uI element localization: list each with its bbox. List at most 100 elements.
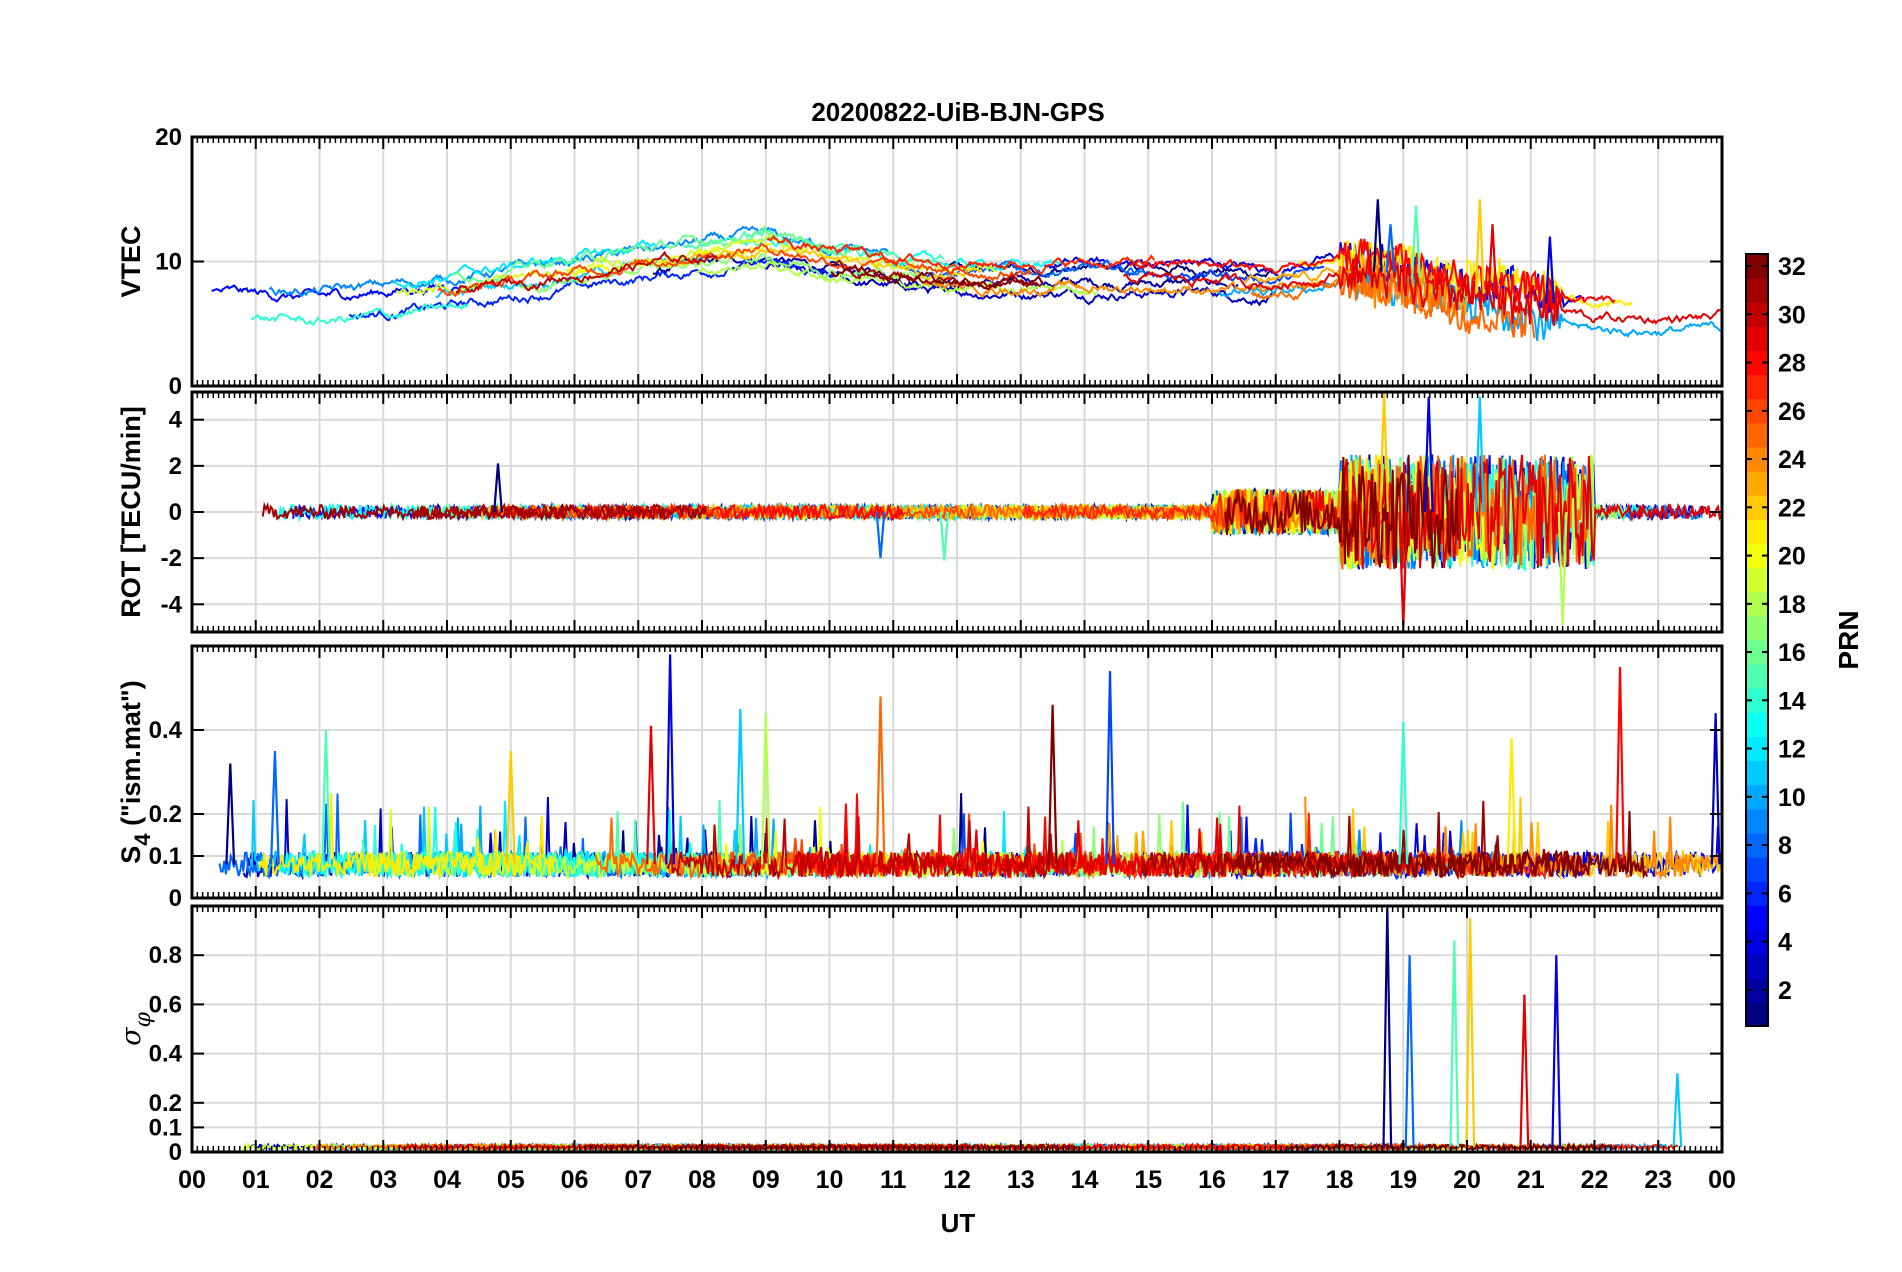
spike-mark — [1423, 396, 1434, 513]
colorbar-swatch — [1746, 422, 1768, 448]
spike-mark — [760, 713, 771, 865]
series-line-prn-25 — [1250, 264, 1536, 339]
panel-vtec: 0 10 20 VTEC — [116, 124, 1724, 400]
series-line-prn-14 — [250, 301, 469, 327]
colorbar-swatch — [1746, 977, 1768, 1003]
series-line-prn-31 — [583, 1141, 1078, 1152]
chart-title: 20200822-UiB-BJN-GPS — [811, 97, 1104, 127]
x-tick-label: 12 — [943, 1166, 971, 1194]
spike-mark — [1474, 199, 1485, 294]
series-group-vtec — [211, 199, 1722, 342]
spike-mark — [493, 463, 503, 513]
colorbar-tick-label: 32 — [1778, 253, 1806, 281]
colorbar-swatch — [1746, 447, 1768, 472]
y-axis-label-rot: ROT [TECU/min] — [116, 406, 146, 617]
x-tick-label: 05 — [497, 1166, 525, 1194]
x-tick-label: 19 — [1389, 1166, 1417, 1194]
panel-s4: 0 0.1 0.2 0.4S4 ("ism.mat") — [116, 644, 1724, 912]
colorbar-swatch — [1746, 350, 1768, 376]
colorbar-swatch — [1746, 760, 1768, 786]
x-tick-label: 11 — [880, 1166, 907, 1194]
colorbar-tick-label: 26 — [1778, 398, 1806, 426]
spike-mark — [1710, 713, 1721, 865]
colorbar-swatch — [1746, 302, 1768, 327]
x-tick-label: 14 — [1071, 1166, 1099, 1194]
colorbar-swatch — [1746, 688, 1768, 713]
x-tick-label: 07 — [624, 1166, 652, 1194]
x-tick-label: 15 — [1134, 1166, 1162, 1194]
colorbar-swatch — [1746, 857, 1768, 882]
y-tick-label: 0 — [169, 373, 182, 400]
x-tick-label: 09 — [752, 1166, 780, 1194]
colorbar-swatch — [1746, 640, 1768, 665]
y-axis-label-sigma: σφ — [116, 1011, 156, 1045]
y-axis-label-vtec: VTEC — [116, 225, 146, 297]
colorbar-tick-label: 8 — [1778, 832, 1792, 860]
series-line-prn-30 — [666, 806, 1076, 881]
series-line-prn-32 — [1224, 454, 1460, 570]
y-tick-label: 0.4 — [149, 1041, 183, 1068]
y-tick-label: -2 — [161, 545, 182, 572]
spike-mark — [1398, 721, 1409, 865]
colorbar-swatch — [1746, 808, 1768, 834]
colorbar-swatch — [1746, 833, 1768, 858]
y-tick-label: 20 — [155, 124, 182, 151]
x-tick-label: 00 — [1708, 1166, 1736, 1194]
colorbar-swatch — [1746, 929, 1768, 955]
colorbar-swatch — [1746, 278, 1768, 303]
colorbar-tick-label: 20 — [1778, 543, 1806, 571]
series-line-prn-31 — [261, 501, 707, 522]
spike-mark — [875, 696, 886, 865]
colorbar-label: PRN — [1833, 610, 1864, 669]
spike-mark — [1047, 704, 1058, 865]
series-group-rot — [261, 392, 1722, 628]
colorbar-swatch — [1746, 712, 1768, 737]
series-line-prn-29 — [1122, 254, 1722, 327]
series-line-prn-30 — [455, 250, 719, 294]
colorbar-swatch — [1746, 543, 1768, 569]
series-line-prn-32 — [830, 263, 1044, 291]
colorbar-swatch — [1746, 495, 1768, 520]
x-tick-label: 02 — [306, 1166, 334, 1194]
colorbar-swatch — [1746, 881, 1768, 906]
x-tick-label: 06 — [561, 1166, 589, 1194]
series-group-sigma — [242, 906, 1683, 1152]
series-line-prn-26 — [437, 242, 1033, 298]
x-tick-label: 10 — [816, 1166, 844, 1194]
y-axis-label-s4: S4 ("ism.mat") — [116, 680, 155, 863]
colorbar-swatch — [1746, 1001, 1768, 1027]
colorbar-tick-label: 2 — [1778, 977, 1792, 1005]
series-line-prn-28 — [1129, 238, 1616, 311]
series-line-prn-21 — [258, 793, 556, 880]
series-line-prn-29 — [792, 805, 1413, 881]
x-tick-label: 17 — [1262, 1166, 1290, 1194]
colorbar-swatch — [1746, 784, 1768, 810]
spike-mark — [1411, 205, 1421, 278]
x-tick-label: 21 — [1517, 1166, 1545, 1194]
spike-mark — [646, 725, 656, 865]
spike-mark — [505, 750, 516, 865]
y-tick-label: 0 — [169, 1139, 182, 1166]
colorbar-tick-label: 22 — [1778, 494, 1806, 522]
spike-mark — [1672, 1073, 1683, 1148]
colorbar-swatch — [1746, 736, 1768, 762]
ticks-rot: -4 -2 0 2 4 — [161, 392, 1723, 632]
x-tick-label: 00 — [178, 1166, 206, 1194]
colorbar-tick-label: 10 — [1778, 784, 1806, 812]
spike-mark — [1385, 224, 1396, 273]
series-line-prn-9 — [268, 225, 889, 298]
ticks-s4: 0 0.1 0.2 0.4 — [149, 646, 1723, 912]
series-line-prn-27 — [766, 235, 1156, 276]
colorbar-swatch — [1746, 615, 1768, 641]
colorbar-tick-label: 14 — [1778, 687, 1806, 715]
colorbar-swatch — [1746, 567, 1768, 593]
spike-mark — [1551, 955, 1562, 1148]
y-tick-label: 0.1 — [149, 843, 182, 870]
y-tick-label: 0.4 — [149, 717, 183, 744]
panel-rot: -4 -2 0 2 4 ROT [TECU/min] — [116, 390, 1724, 634]
colorbar-swatch — [1746, 326, 1768, 351]
spike-mark — [1379, 392, 1389, 513]
series-line-prn-32 — [1234, 811, 1649, 880]
spike-mark — [1372, 199, 1383, 272]
series-line-prn-27 — [1021, 489, 1292, 535]
